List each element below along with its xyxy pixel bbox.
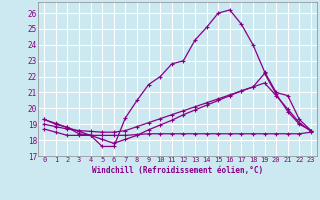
- X-axis label: Windchill (Refroidissement éolien,°C): Windchill (Refroidissement éolien,°C): [92, 166, 263, 175]
